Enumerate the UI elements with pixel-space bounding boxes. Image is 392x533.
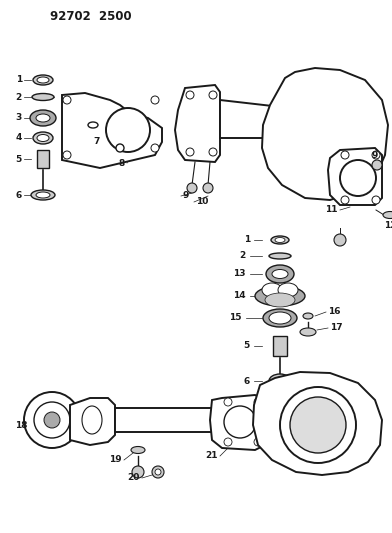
Circle shape (209, 91, 217, 99)
Ellipse shape (278, 283, 298, 297)
Text: 17: 17 (330, 324, 343, 333)
Bar (273, 336, 287, 356)
Text: 12: 12 (384, 221, 392, 230)
Ellipse shape (131, 447, 145, 454)
Ellipse shape (269, 253, 291, 259)
Ellipse shape (275, 238, 285, 243)
Text: 4: 4 (16, 133, 22, 142)
Circle shape (372, 160, 382, 170)
Ellipse shape (269, 374, 291, 388)
Ellipse shape (272, 270, 288, 279)
Text: 6: 6 (16, 190, 22, 199)
Text: 1: 1 (244, 236, 250, 245)
Circle shape (106, 108, 150, 152)
Ellipse shape (33, 132, 53, 144)
Circle shape (334, 234, 346, 246)
Text: 15: 15 (229, 313, 242, 322)
Text: 9: 9 (183, 191, 189, 200)
Text: 92702  2500: 92702 2500 (50, 10, 132, 22)
Ellipse shape (265, 293, 295, 307)
Ellipse shape (30, 110, 56, 126)
Ellipse shape (255, 286, 305, 306)
Polygon shape (253, 372, 382, 475)
Circle shape (186, 91, 194, 99)
Polygon shape (175, 85, 220, 162)
Circle shape (187, 183, 197, 193)
Ellipse shape (303, 313, 313, 319)
Polygon shape (262, 68, 388, 200)
Circle shape (224, 438, 232, 446)
Circle shape (63, 151, 71, 159)
Polygon shape (220, 100, 290, 138)
Ellipse shape (266, 265, 294, 283)
Text: 8: 8 (119, 158, 125, 167)
Text: 18: 18 (16, 421, 28, 430)
Circle shape (224, 406, 256, 438)
Text: 13: 13 (234, 270, 246, 279)
Text: 2: 2 (240, 252, 246, 261)
Text: 5: 5 (244, 342, 250, 351)
Circle shape (290, 397, 346, 453)
Text: 11: 11 (325, 206, 338, 214)
Circle shape (209, 148, 217, 156)
Ellipse shape (88, 122, 98, 128)
Ellipse shape (32, 93, 54, 101)
Text: 3: 3 (16, 114, 22, 123)
Circle shape (24, 392, 80, 448)
Polygon shape (115, 408, 225, 432)
Circle shape (254, 438, 262, 446)
Circle shape (63, 96, 71, 104)
Ellipse shape (37, 77, 49, 83)
Ellipse shape (82, 406, 102, 434)
Circle shape (132, 466, 144, 478)
Circle shape (34, 402, 70, 438)
Circle shape (340, 160, 376, 196)
Text: 6: 6 (244, 376, 250, 385)
Circle shape (151, 144, 159, 152)
Ellipse shape (269, 312, 291, 324)
Polygon shape (70, 398, 115, 445)
Text: 14: 14 (233, 292, 246, 301)
Bar (37, 150, 49, 168)
Text: 9: 9 (372, 150, 378, 159)
Circle shape (116, 144, 124, 152)
Ellipse shape (31, 190, 55, 200)
Circle shape (254, 398, 262, 406)
Polygon shape (62, 93, 162, 168)
Ellipse shape (383, 212, 392, 219)
Circle shape (280, 387, 356, 463)
Circle shape (155, 469, 161, 475)
Circle shape (224, 398, 232, 406)
Text: 7: 7 (94, 138, 100, 147)
Circle shape (372, 151, 380, 159)
Circle shape (44, 412, 60, 428)
Text: 21: 21 (205, 451, 218, 461)
Ellipse shape (300, 328, 316, 336)
Polygon shape (210, 395, 265, 450)
Circle shape (341, 151, 349, 159)
Ellipse shape (274, 377, 286, 385)
Ellipse shape (37, 134, 49, 141)
Circle shape (151, 96, 159, 104)
Circle shape (203, 183, 213, 193)
Text: 2: 2 (16, 93, 22, 101)
Ellipse shape (36, 114, 50, 122)
Text: 1: 1 (16, 76, 22, 85)
Circle shape (152, 466, 164, 478)
Text: 19: 19 (109, 456, 122, 464)
Circle shape (341, 196, 349, 204)
Ellipse shape (36, 192, 50, 198)
Circle shape (186, 148, 194, 156)
Text: 16: 16 (328, 308, 341, 317)
Text: 20: 20 (128, 473, 140, 482)
Ellipse shape (262, 283, 282, 297)
Ellipse shape (33, 75, 53, 85)
Text: 5: 5 (16, 155, 22, 164)
Text: 10: 10 (196, 198, 209, 206)
Ellipse shape (263, 309, 297, 327)
Polygon shape (328, 148, 382, 205)
Circle shape (372, 196, 380, 204)
Ellipse shape (271, 236, 289, 244)
